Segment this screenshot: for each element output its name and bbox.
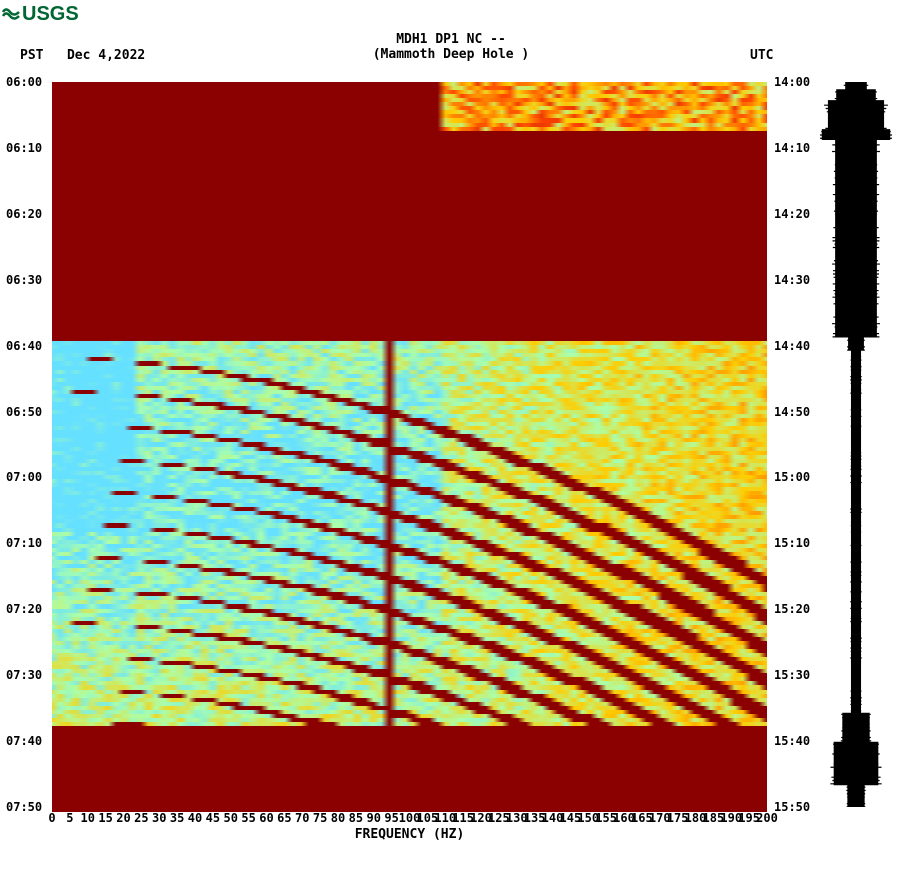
x-tick: 60 — [259, 811, 273, 825]
x-tick: 5 — [66, 811, 73, 825]
spectrogram — [52, 82, 767, 807]
x-tick: 55 — [241, 811, 255, 825]
x-tick: 95 — [384, 811, 398, 825]
y-tick-right: 15:50 — [774, 800, 810, 814]
x-tick: 40 — [188, 811, 202, 825]
header-left: PST Dec 4,2022 — [20, 48, 145, 63]
header-right: UTC — [750, 48, 773, 63]
y-tick-left: 06:20 — [6, 207, 42, 221]
x-tick: 35 — [170, 811, 184, 825]
y-tick-right: 14:10 — [774, 141, 810, 155]
y-tick-right: 15:00 — [774, 470, 810, 484]
x-tick: 25 — [134, 811, 148, 825]
title-line2: (Mammoth Deep Hole ) — [373, 47, 530, 62]
amplitude-timeseries — [820, 82, 892, 807]
x-tick: 20 — [116, 811, 130, 825]
x-tick: 15 — [98, 811, 112, 825]
y-tick-left: 06:40 — [6, 339, 42, 353]
y-tick-right: 14:00 — [774, 75, 810, 89]
usgs-logo: USGS — [2, 2, 79, 26]
x-tick: 0 — [48, 811, 55, 825]
x-tick: 75 — [313, 811, 327, 825]
y-tick-right: 15:20 — [774, 602, 810, 616]
y-tick-right: 15:10 — [774, 536, 810, 550]
x-tick: 80 — [331, 811, 345, 825]
logo-text: USGS — [22, 3, 79, 26]
x-tick: 10 — [81, 811, 95, 825]
y-tick-left: 07:10 — [6, 536, 42, 550]
x-axis-label: FREQUENCY (HZ) — [52, 827, 767, 842]
x-tick: 30 — [152, 811, 166, 825]
y-tick-left: 06:30 — [6, 273, 42, 287]
y-tick-left: 07:40 — [6, 734, 42, 748]
y-tick-left: 07:50 — [6, 800, 42, 814]
x-tick: 90 — [367, 811, 381, 825]
y-tick-right: 14:30 — [774, 273, 810, 287]
title-line1: MDH1 DP1 NC -- — [396, 32, 506, 47]
grid-line — [767, 82, 768, 807]
y-tick-right: 14:50 — [774, 405, 810, 419]
x-tick: 45 — [206, 811, 220, 825]
y-tick-left: 06:50 — [6, 405, 42, 419]
x-tick: 65 — [277, 811, 291, 825]
y-tick-right: 14:40 — [774, 339, 810, 353]
x-tick: 50 — [224, 811, 238, 825]
y-tick-left: 06:10 — [6, 141, 42, 155]
left-tz: PST — [20, 48, 43, 63]
y-tick-left: 07:20 — [6, 602, 42, 616]
y-tick-left: 07:30 — [6, 668, 42, 682]
y-tick-right: 15:30 — [774, 668, 810, 682]
x-tick: 70 — [295, 811, 309, 825]
y-tick-left: 07:00 — [6, 470, 42, 484]
y-tick-left: 06:00 — [6, 75, 42, 89]
right-tz: UTC — [750, 48, 773, 63]
y-tick-right: 15:40 — [774, 734, 810, 748]
logo-wave-icon — [2, 2, 20, 26]
amplitude-svg — [820, 82, 892, 807]
date: Dec 4,2022 — [67, 48, 145, 63]
y-tick-right: 14:20 — [774, 207, 810, 221]
x-tick: 85 — [349, 811, 363, 825]
